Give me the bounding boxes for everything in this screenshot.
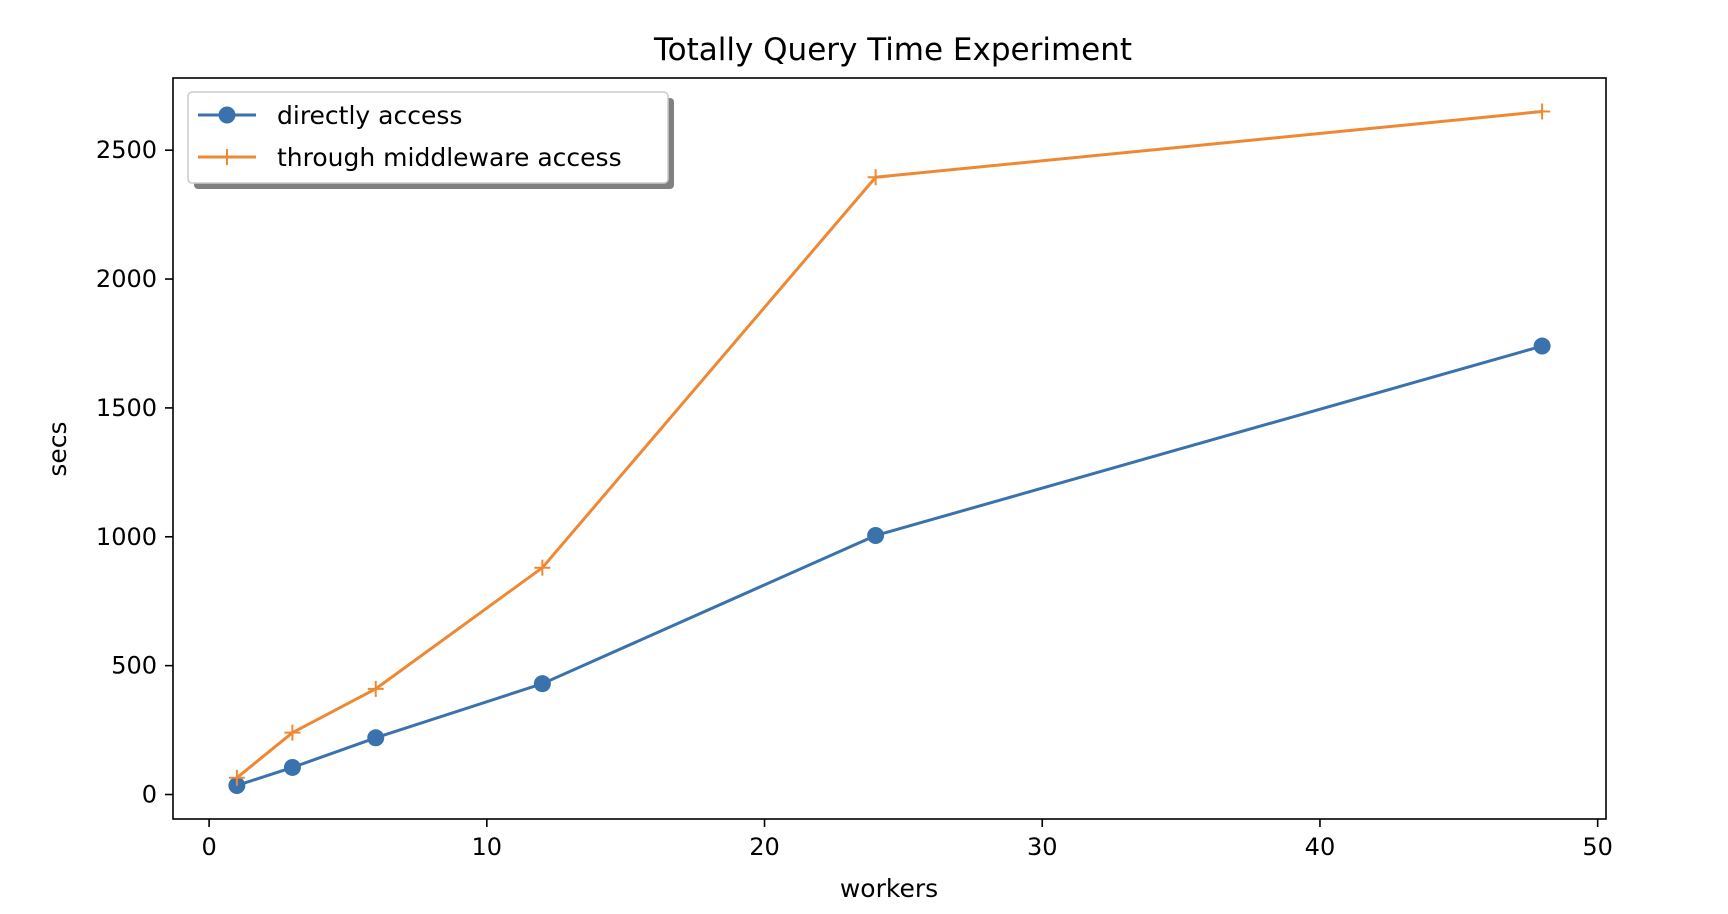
x-tick-label: 0	[201, 833, 216, 861]
data-point	[867, 169, 884, 186]
y-tick-label: 500	[111, 652, 157, 680]
legend-entry: through middleware access	[198, 143, 622, 172]
legend-label: directly access	[277, 101, 462, 130]
legend-swatch-marker	[219, 149, 235, 165]
x-tick-label: 40	[1305, 833, 1336, 861]
legend-box	[187, 91, 669, 184]
series-1	[228, 337, 1551, 794]
y-tick-label: 1500	[96, 394, 157, 422]
legend: directly access through middleware access	[187, 91, 674, 189]
x-tick-label: 20	[749, 833, 780, 861]
y-tick-label: 2000	[96, 265, 157, 293]
y-tick-label: 0	[142, 781, 157, 809]
data-point	[367, 680, 384, 697]
data-point	[867, 526, 885, 544]
series-2	[228, 103, 1551, 786]
legend-entries: directly access through middleware access	[198, 101, 622, 172]
x-axis-label: workers	[840, 874, 938, 903]
series-line	[235, 110, 1543, 779]
data-point	[1533, 337, 1551, 355]
data-point	[367, 729, 385, 747]
x-tick-label: 50	[1582, 833, 1613, 861]
plot-area	[228, 103, 1551, 794]
data-point	[228, 769, 245, 786]
data-point	[1534, 103, 1551, 120]
x-tick-label: 10	[472, 833, 503, 861]
data-point	[534, 559, 551, 576]
y-tick-label: 2500	[96, 136, 157, 164]
x-tick-label: 30	[1027, 833, 1058, 861]
y-tick-label: 1000	[96, 523, 157, 551]
legend-swatch-marker	[218, 106, 236, 124]
legend-label: through middleware access	[277, 143, 622, 172]
data-point	[533, 675, 551, 693]
axes-frame	[172, 77, 1607, 820]
y-axis: 0 500 1000 1500 2000 2500	[96, 136, 173, 809]
data-point	[284, 724, 301, 741]
x-axis: 0 10 20 30 40 50	[201, 819, 1613, 861]
series-line	[236, 344, 1543, 787]
chart-title: Totally Query Time Experiment	[653, 32, 1132, 68]
data-point	[283, 758, 301, 776]
y-axis-label: secs	[43, 421, 72, 476]
legend-entry: directly access	[198, 101, 462, 130]
